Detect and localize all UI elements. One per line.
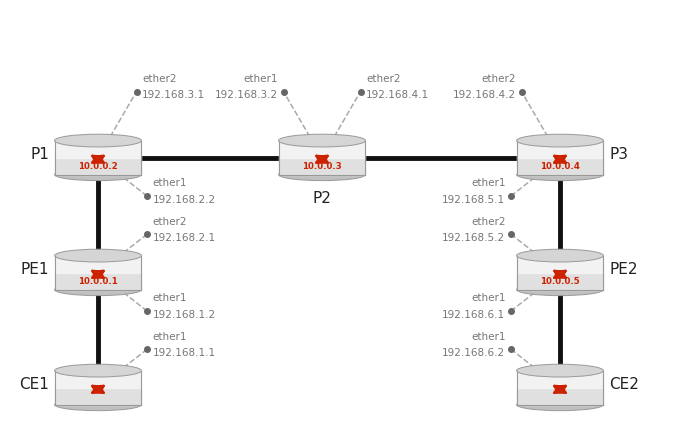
Text: 192.168.6.2: 192.168.6.2	[442, 348, 505, 358]
Text: ether1: ether1	[471, 294, 505, 303]
Polygon shape	[279, 141, 365, 158]
Text: 192.168.2.1: 192.168.2.1	[153, 233, 216, 243]
Polygon shape	[517, 256, 603, 273]
Text: 192.168.3.1: 192.168.3.1	[142, 90, 205, 100]
Polygon shape	[55, 273, 141, 290]
Polygon shape	[517, 158, 603, 175]
Text: ether1: ether1	[471, 332, 505, 342]
Text: ether1: ether1	[153, 332, 187, 342]
Text: 192.168.1.2: 192.168.1.2	[153, 310, 216, 320]
Text: ether2: ether2	[366, 74, 400, 84]
Text: CE2: CE2	[609, 377, 639, 392]
Text: 192.168.2.2: 192.168.2.2	[153, 195, 216, 204]
Polygon shape	[55, 388, 141, 405]
Text: PE1: PE1	[20, 262, 49, 277]
Text: ether2: ether2	[142, 74, 176, 84]
Text: 192.168.6.1: 192.168.6.1	[442, 310, 505, 320]
Ellipse shape	[55, 249, 141, 262]
Ellipse shape	[517, 169, 603, 181]
Text: ether2: ether2	[153, 217, 187, 227]
Ellipse shape	[55, 399, 141, 411]
Text: 10.0.0.4: 10.0.0.4	[540, 162, 580, 171]
Text: ether1: ether1	[471, 178, 505, 188]
Polygon shape	[517, 141, 603, 158]
Text: CE1: CE1	[19, 377, 49, 392]
Text: 192.168.5.1: 192.168.5.1	[442, 195, 505, 204]
Text: ether1: ether1	[153, 294, 187, 303]
Text: 192.168.5.2: 192.168.5.2	[442, 233, 505, 243]
Polygon shape	[55, 256, 141, 273]
Text: P1: P1	[30, 147, 49, 162]
Ellipse shape	[55, 134, 141, 147]
Text: ether2: ether2	[471, 217, 505, 227]
Ellipse shape	[279, 134, 365, 147]
Text: 192.168.4.2: 192.168.4.2	[453, 90, 516, 100]
Text: ether1: ether1	[244, 74, 278, 84]
Polygon shape	[55, 371, 141, 388]
Polygon shape	[517, 388, 603, 405]
Text: 192.168.3.2: 192.168.3.2	[215, 90, 278, 100]
Ellipse shape	[55, 169, 141, 181]
Ellipse shape	[517, 364, 603, 377]
Polygon shape	[517, 371, 603, 388]
Ellipse shape	[55, 284, 141, 296]
Ellipse shape	[279, 169, 365, 181]
Text: 10.0.0.2: 10.0.0.2	[78, 162, 118, 171]
Text: 10.0.0.1: 10.0.0.1	[78, 277, 118, 286]
Text: 10.0.0.3: 10.0.0.3	[302, 162, 342, 171]
Text: ether1: ether1	[153, 178, 187, 188]
Polygon shape	[55, 141, 141, 158]
Ellipse shape	[55, 364, 141, 377]
Text: 192.168.4.1: 192.168.4.1	[366, 90, 429, 100]
Polygon shape	[279, 158, 365, 175]
Ellipse shape	[517, 249, 603, 262]
Text: PE2: PE2	[609, 262, 638, 277]
Polygon shape	[55, 158, 141, 175]
Ellipse shape	[517, 284, 603, 296]
Text: ether2: ether2	[482, 74, 516, 84]
Polygon shape	[517, 273, 603, 290]
Text: 10.0.0.5: 10.0.0.5	[540, 277, 580, 286]
Ellipse shape	[517, 399, 603, 411]
Text: P2: P2	[313, 191, 331, 206]
Text: 192.168.1.1: 192.168.1.1	[153, 348, 216, 358]
Ellipse shape	[517, 134, 603, 147]
Text: P3: P3	[609, 147, 628, 162]
